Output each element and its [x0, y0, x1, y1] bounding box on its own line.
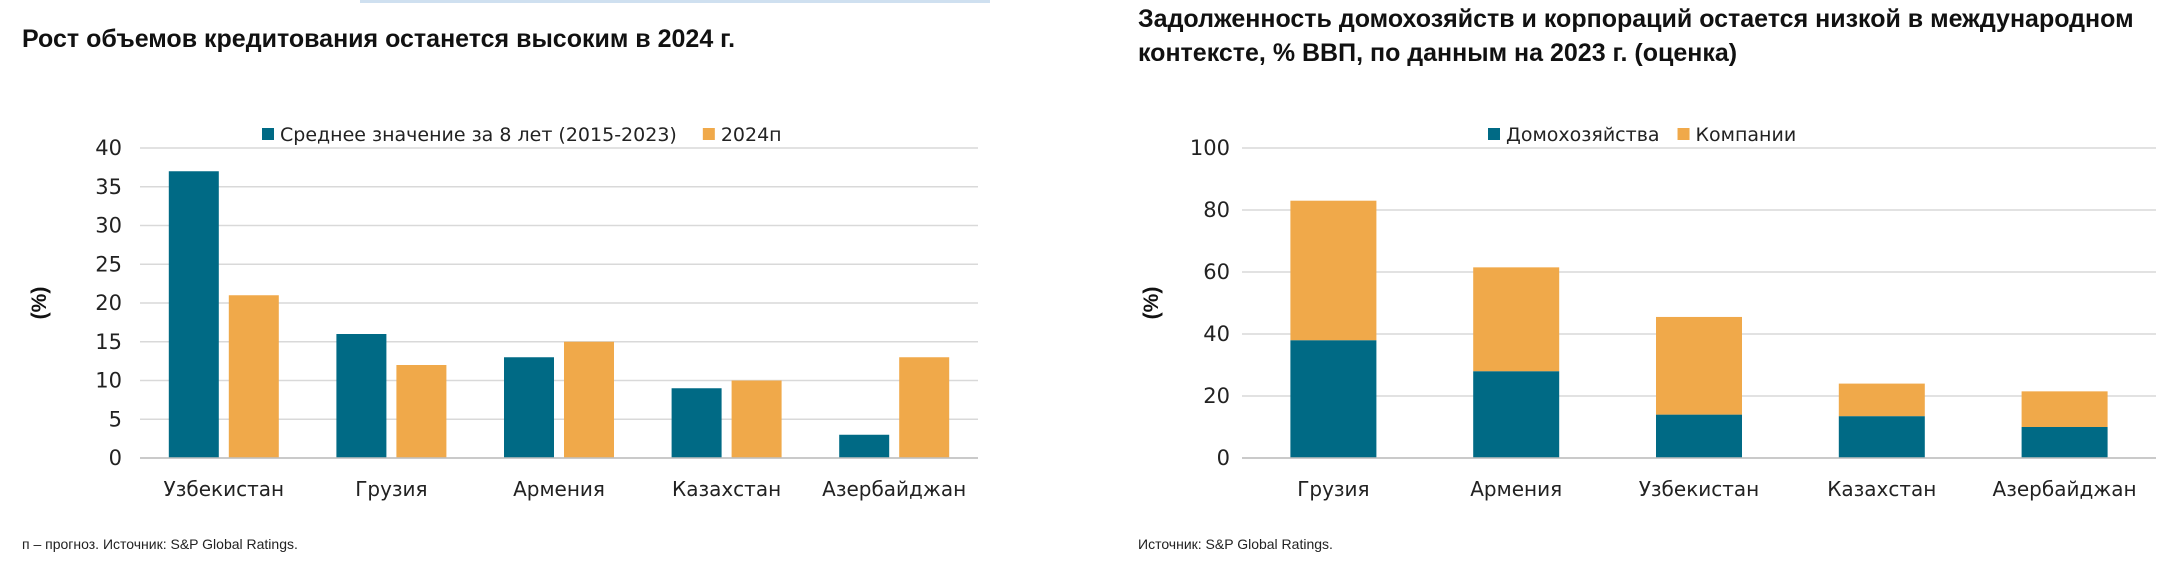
- y-tick-label: 0: [109, 446, 122, 470]
- bar-2024-forecast: [564, 341, 614, 458]
- bar-average-2015-2023: [504, 357, 554, 458]
- bar-average-2015-2023: [336, 334, 387, 458]
- x-category-label: Азербайджан: [822, 477, 966, 501]
- bar-2024-forecast: [899, 357, 950, 458]
- left-chart-plot: 0 5 10 15 20 25 30 35 40 (%) Узбекистан Грузия Армен…: [28, 124, 978, 501]
- x-category-label: Казахстан: [1827, 477, 1936, 501]
- y-tick-label: 10: [95, 369, 122, 393]
- bar-companies: [1656, 316, 1742, 415]
- x-category-label: Узбекистан: [164, 477, 285, 501]
- legend-label: Среднее значение за 8 лет (2015-2023): [280, 124, 677, 146]
- right-chart-panel: Задолженность домохозяйств и корпораций …: [1120, 0, 2160, 572]
- x-category-label: Грузия: [1297, 477, 1369, 501]
- left-chart-panel: Рост объемов кредитования останется высо…: [0, 0, 1050, 572]
- bar-households: [2021, 427, 2108, 458]
- y-tick-label: 60: [1203, 260, 1230, 284]
- legend-label: 2024п: [721, 124, 782, 146]
- x-category-label: Грузия: [355, 477, 427, 501]
- top-divider-line: [360, 0, 990, 3]
- bar-2024-forecast: [228, 295, 279, 458]
- bar-companies: [1473, 267, 1560, 372]
- y-tick-label: 15: [95, 330, 122, 354]
- y-tick-label: 40: [95, 136, 122, 160]
- right-chart-plot: 0 20 40 60 80 100 (%) Грузия Армения Узбекистан Ка…: [1140, 124, 2156, 501]
- bar-households: [1290, 340, 1377, 458]
- bar-households: [1473, 371, 1560, 458]
- bar-companies: [1290, 200, 1377, 341]
- bar-2024-forecast: [396, 365, 447, 458]
- legend-swatch: [702, 128, 715, 140]
- x-category-label: Узбекистан: [1639, 477, 1760, 501]
- left-chart-footnote: п – прогноз. Источник: S&P Global Rating…: [22, 536, 298, 552]
- y-tick-label: 100: [1190, 136, 1230, 160]
- legend-label: Домохозяйства: [1506, 124, 1660, 146]
- legend-label: Компании: [1696, 124, 1797, 146]
- y-tick-label: 0: [1217, 446, 1230, 470]
- bar-companies: [1838, 383, 1925, 417]
- y-tick-label: 20: [1203, 384, 1230, 408]
- left-chart-title: Рост объемов кредитования останется высо…: [22, 25, 736, 53]
- bar-average-2015-2023: [671, 388, 722, 458]
- bar-households: [1656, 414, 1742, 458]
- bar-2024-forecast: [731, 380, 782, 458]
- bar-companies: [2021, 391, 2108, 427]
- right-chart-title: Задолженность домохозяйств и корпораций …: [1138, 5, 2134, 67]
- y-tick-label: 5: [109, 407, 122, 431]
- bar-households: [1838, 416, 1925, 458]
- x-category-label: Армения: [1470, 477, 1562, 501]
- x-category-label: Казахстан: [672, 477, 781, 501]
- bar-average-2015-2023: [839, 434, 890, 458]
- x-category-label: Армения: [513, 477, 605, 501]
- bar-average-2015-2023: [168, 171, 219, 458]
- y-tick-label: 25: [95, 252, 122, 276]
- right-chart-footnote: Источник: S&P Global Ratings.: [1138, 536, 1333, 552]
- y-axis-label: (%): [1140, 287, 1163, 320]
- y-tick-label: 80: [1203, 198, 1230, 222]
- legend-swatch: [262, 128, 274, 140]
- y-axis-label: (%): [28, 287, 51, 320]
- y-tick-label: 40: [1203, 322, 1230, 346]
- legend-swatch: [1488, 128, 1500, 140]
- y-tick-label: 20: [95, 291, 122, 315]
- y-tick-label: 30: [95, 214, 122, 238]
- y-tick-label: 35: [95, 175, 122, 199]
- legend-swatch: [1677, 128, 1690, 140]
- x-category-label: Азербайджан: [1993, 477, 2137, 501]
